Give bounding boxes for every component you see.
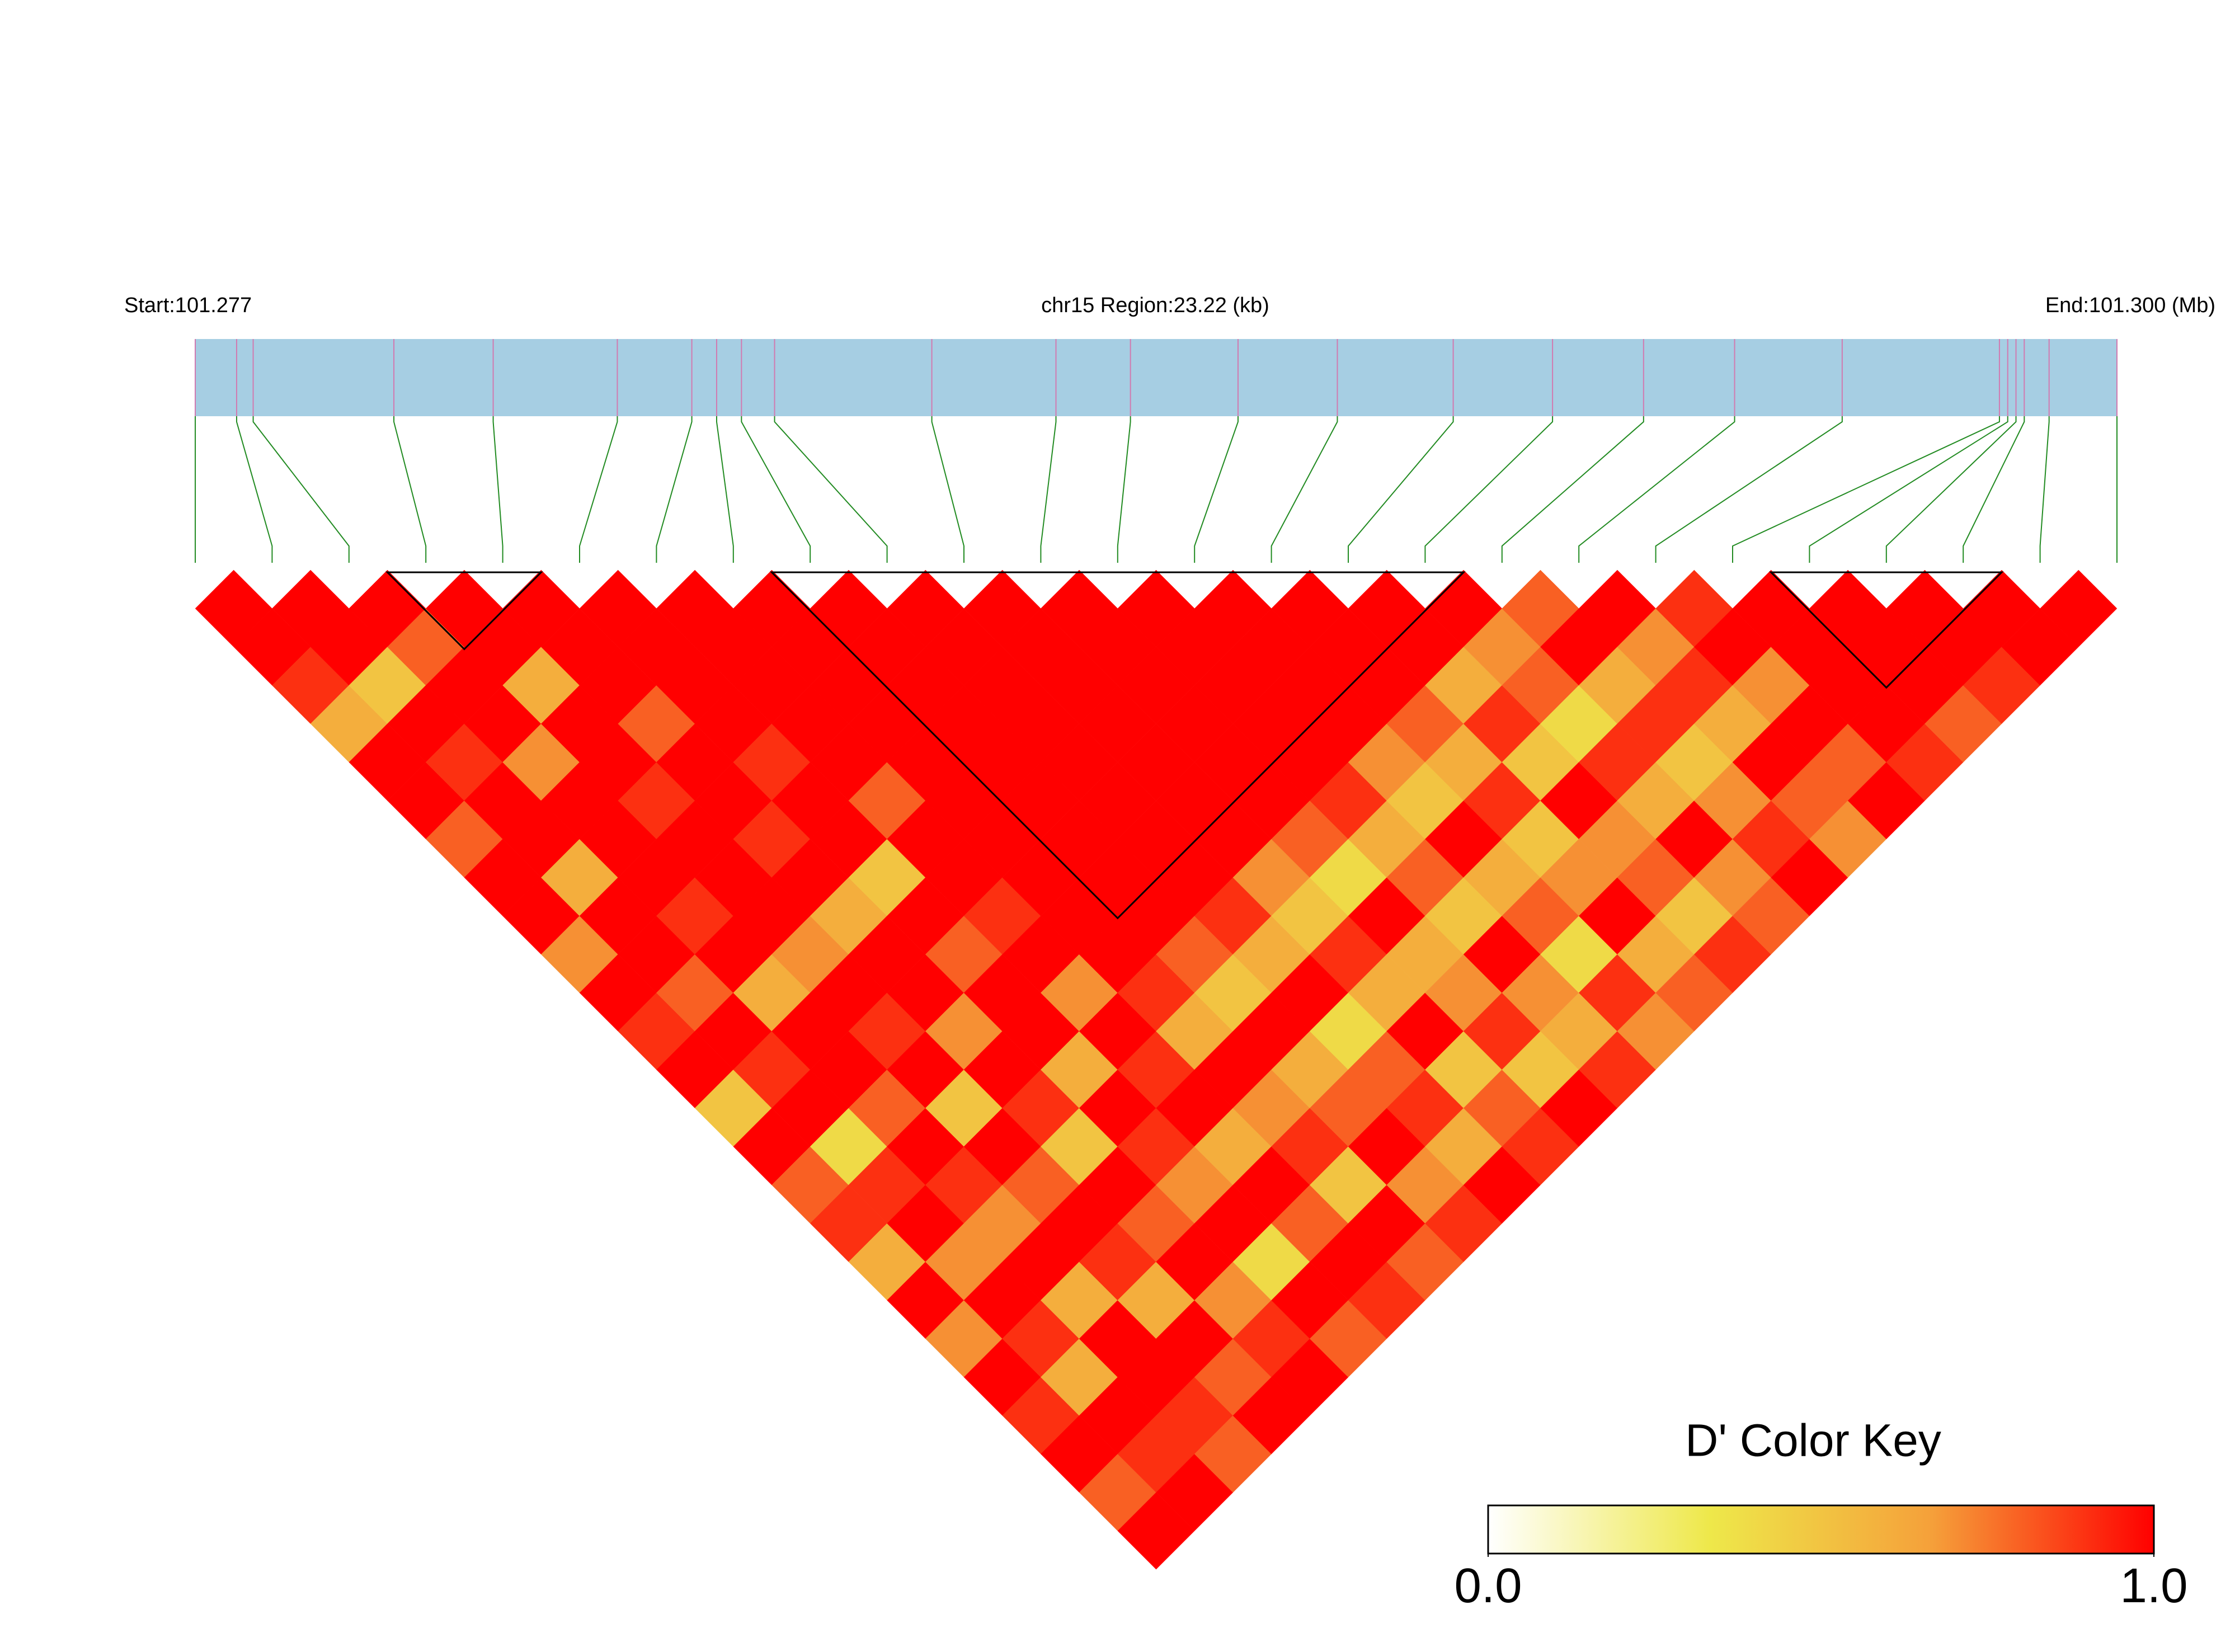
- snp-link: [492, 416, 504, 563]
- snp-link: [579, 416, 618, 563]
- key-tick-label: 1.0: [2120, 1559, 2188, 1613]
- color-key: [1487, 1504, 2155, 1555]
- region-bar: [195, 339, 2117, 416]
- snp-link: [1271, 416, 1338, 563]
- snp-link: [1732, 416, 2000, 563]
- snp-link: [931, 416, 964, 563]
- snp-link: [1194, 416, 1239, 563]
- start-label: Start:101.277: [124, 294, 252, 317]
- region-label: chr15 Region:23.22 (kb): [1041, 294, 1269, 317]
- ld-block: [385, 571, 543, 651]
- snp-link: [716, 416, 734, 563]
- snp-link: [774, 416, 888, 563]
- ld-block: [769, 571, 1466, 920]
- snp-link: [1578, 416, 1735, 563]
- snp-link: [741, 416, 811, 563]
- key-title: D' Color Key: [1685, 1415, 1941, 1466]
- snp-link: [1809, 416, 2008, 563]
- snp-link: [252, 416, 350, 563]
- ld-block: [1769, 571, 2004, 689]
- snp-link: [1963, 416, 2025, 563]
- snp-link: [1501, 416, 1644, 563]
- end-label: End:101.300 (Mb): [2045, 294, 2215, 317]
- snp-link: [2039, 416, 2050, 563]
- snp-link: [656, 416, 693, 563]
- snp-link: [1885, 416, 2017, 563]
- snp-link: [236, 416, 273, 563]
- snp-link: [1655, 416, 1843, 563]
- key-tick-label: 0.0: [1455, 1559, 1522, 1613]
- snp-link: [1117, 416, 1131, 563]
- snp-link: [1348, 416, 1454, 563]
- snp-link: [393, 416, 427, 563]
- snp-link: [1040, 416, 1057, 563]
- ld-cell: [2040, 570, 2118, 647]
- snp-link: [1424, 416, 1554, 563]
